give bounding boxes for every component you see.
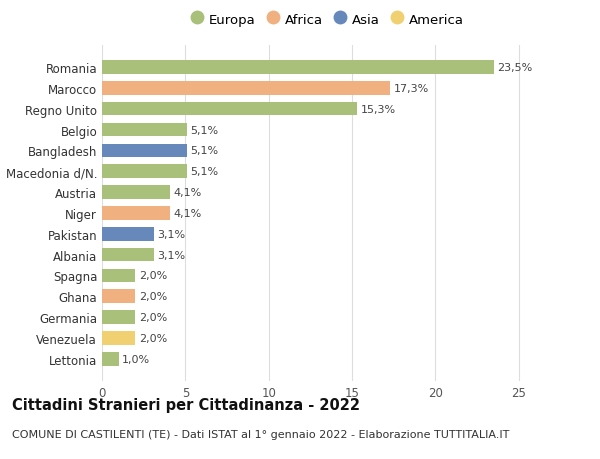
Bar	[102, 165, 187, 179]
Bar	[102, 186, 170, 199]
Bar	[102, 331, 136, 345]
Text: Cittadini Stranieri per Cittadinanza - 2022: Cittadini Stranieri per Cittadinanza - 2…	[12, 397, 360, 412]
Text: 5,1%: 5,1%	[190, 125, 218, 135]
Bar	[102, 123, 187, 137]
Text: 2,0%: 2,0%	[139, 313, 167, 322]
Bar	[102, 290, 136, 303]
Text: 17,3%: 17,3%	[394, 84, 429, 94]
Text: 15,3%: 15,3%	[361, 105, 395, 114]
Bar	[102, 228, 154, 241]
Bar	[102, 207, 170, 220]
Text: 4,1%: 4,1%	[173, 188, 202, 198]
Bar	[102, 352, 119, 366]
Bar	[102, 82, 391, 95]
Bar	[102, 103, 357, 116]
Text: 4,1%: 4,1%	[173, 208, 202, 218]
Text: 23,5%: 23,5%	[497, 63, 532, 73]
Bar	[102, 311, 136, 324]
Text: 5,1%: 5,1%	[190, 167, 218, 177]
Legend: Europa, Africa, Asia, America: Europa, Africa, Asia, America	[188, 11, 466, 29]
Text: 2,0%: 2,0%	[139, 333, 167, 343]
Bar	[102, 248, 154, 262]
Text: 5,1%: 5,1%	[190, 146, 218, 156]
Bar	[102, 61, 494, 75]
Text: 2,0%: 2,0%	[139, 291, 167, 302]
Text: 2,0%: 2,0%	[139, 271, 167, 281]
Bar	[102, 269, 136, 283]
Text: 1,0%: 1,0%	[122, 354, 150, 364]
Bar	[102, 144, 187, 158]
Text: 3,1%: 3,1%	[157, 229, 185, 239]
Text: 3,1%: 3,1%	[157, 250, 185, 260]
Text: COMUNE DI CASTILENTI (TE) - Dati ISTAT al 1° gennaio 2022 - Elaborazione TUTTITA: COMUNE DI CASTILENTI (TE) - Dati ISTAT a…	[12, 429, 509, 439]
